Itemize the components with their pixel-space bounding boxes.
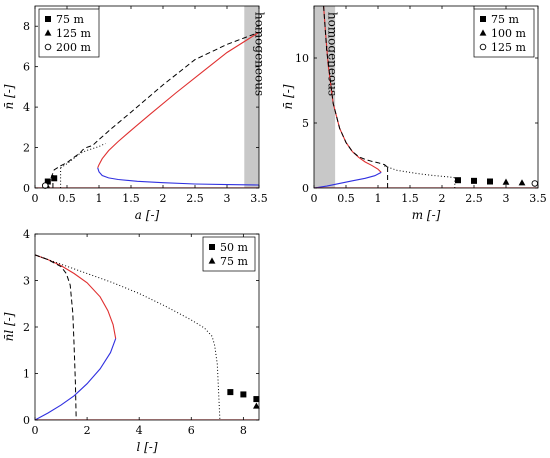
x-axis-label: a [-] [135,208,160,222]
x-tick-label: 1 [375,192,382,205]
plot-area [314,6,538,188]
homogeneous-band [314,6,336,188]
y-tick-label: 6 [23,61,30,74]
x-tick-label: 8 [240,424,247,437]
marker-square [227,389,234,396]
series-line-dashed [50,31,259,179]
series-line-lower [35,338,117,420]
legend-marker-square [45,16,51,22]
marker-circle [41,182,49,189]
y-axis-label: n̄ [-] [281,84,295,109]
x-tick-label: 1 [96,192,103,205]
legend-marker-square [480,16,486,22]
y-tick-label: 3 [23,275,30,288]
axes-frame [34,5,260,189]
legend-marker-square [209,244,215,250]
legend-marker-triangle [44,29,52,36]
plot-area [35,254,259,420]
x-tick-label: 0.5 [58,192,76,205]
legend-entry: 125 m [56,27,91,40]
legend-marker-triangle [479,29,487,36]
y-tick-label: 0 [302,182,309,195]
marker-triangle [252,402,260,409]
marker-square [455,177,461,184]
homogeneous-band [244,6,259,188]
x-tick-label: 0 [311,192,318,205]
series-line-dotted [35,254,221,420]
marker-square [240,391,247,398]
x-tick-label: 3 [224,192,231,205]
legend-marker-circle [44,43,52,51]
series-line-dotted [384,165,455,179]
series-line-lower [97,167,259,186]
y-tick-label: 2 [23,321,30,334]
marker-circle [531,180,539,187]
x-tick-label: 2.5 [465,192,483,205]
x-tick-label: 2.5 [186,192,204,205]
y-tick-label: 0 [23,182,30,195]
x-axis-label: l [-] [136,440,157,454]
x-tick-label: 3 [503,192,510,205]
legend: 50 m75 m [202,236,256,272]
marker-triangle [502,178,510,185]
marker-triangle [518,179,526,186]
legend-entry: 100 m [491,27,526,40]
series-line-dashed [35,254,77,420]
legend-entry: 125 m [491,41,526,54]
legend-entry: 50 m [220,241,248,254]
x-tick-label: 4 [136,424,143,437]
legend-marker-triangle [208,257,216,264]
x-tick-label: 1.5 [122,192,140,205]
marker-square [44,178,51,185]
x-tick-label: 2 [439,192,446,205]
x-tick-label: 0 [32,192,39,205]
y-axis-label: n̄ [-] [2,84,16,109]
series-line-dashed [323,6,388,168]
y-tick-label: 5 [302,117,309,130]
band-label: homogeneous [253,12,267,96]
axes-frame [313,5,539,189]
legend-entry: 75 m [56,13,84,26]
x-tick-label: 2 [84,424,91,437]
x-tick-label: 1.5 [401,192,419,205]
series-line-upper [35,254,117,339]
y-tick-label: 10 [295,52,309,65]
x-tick-label: 0.5 [337,192,355,205]
chart-panel-l: 0 2 4 6 8 0 1 2 3 4 l [-] n̄l [-] 50 m75 m [2,228,260,454]
marker-square [471,177,477,184]
legend-marker-circle [479,43,487,51]
y-tick-label: 8 [23,20,30,33]
series-line-lower [314,171,382,188]
legend-entry: 75 m [491,13,519,26]
legend-box [202,236,256,272]
legend-entry: 200 m [56,41,91,54]
x-tick-label: 2 [160,192,167,205]
legend-entry: 75 m [220,255,248,268]
y-tick-label: 0 [23,414,30,427]
y-tick-label: 4 [23,228,30,241]
x-tick-label: 3.5 [529,192,547,205]
x-tick-label: 3.5 [250,192,268,205]
x-tick-label: 0 [32,424,39,437]
x-tick-label: 6 [188,424,195,437]
marker-square [253,396,260,403]
y-axis-label: n̄l [-] [2,312,16,341]
y-tick-label: 1 [23,368,30,381]
y-tick-label: 2 [23,142,30,155]
x-axis-label: m [-] [412,208,441,222]
y-tick-label: 4 [23,101,30,114]
marker-square [51,175,58,182]
marker-square [487,178,493,185]
chart-panel-a: homogeneous 0 0.5 1 1.5 2 2.5 3 3.5 0 2 4 6 8 a [-] n̄ … [2,5,268,222]
series-line-upper [97,31,259,169]
